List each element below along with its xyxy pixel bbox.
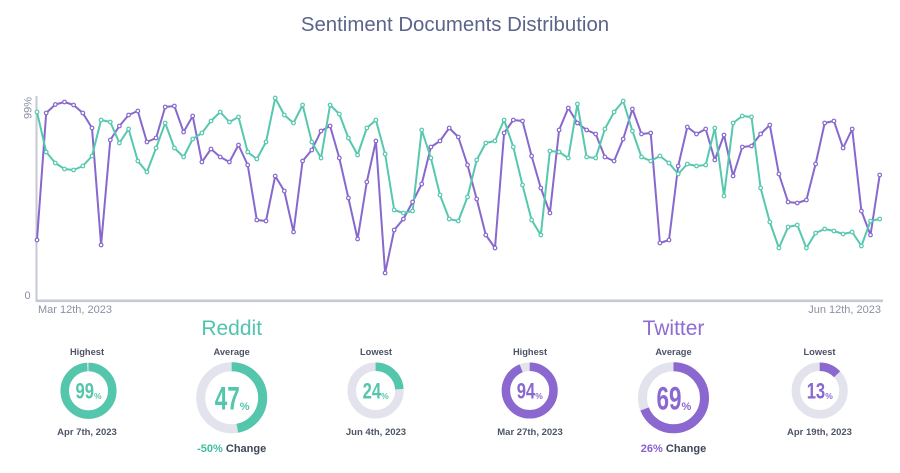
svg-text:24%: 24%	[363, 378, 390, 403]
svg-text:13%: 13%	[807, 379, 834, 404]
svg-text:47%: 47%	[215, 380, 250, 416]
svg-text:99%: 99%	[76, 379, 103, 404]
svg-text:69%: 69%	[657, 380, 692, 416]
svg-text:99%: 99%	[23, 97, 35, 119]
svg-text:94%: 94%	[517, 378, 544, 403]
